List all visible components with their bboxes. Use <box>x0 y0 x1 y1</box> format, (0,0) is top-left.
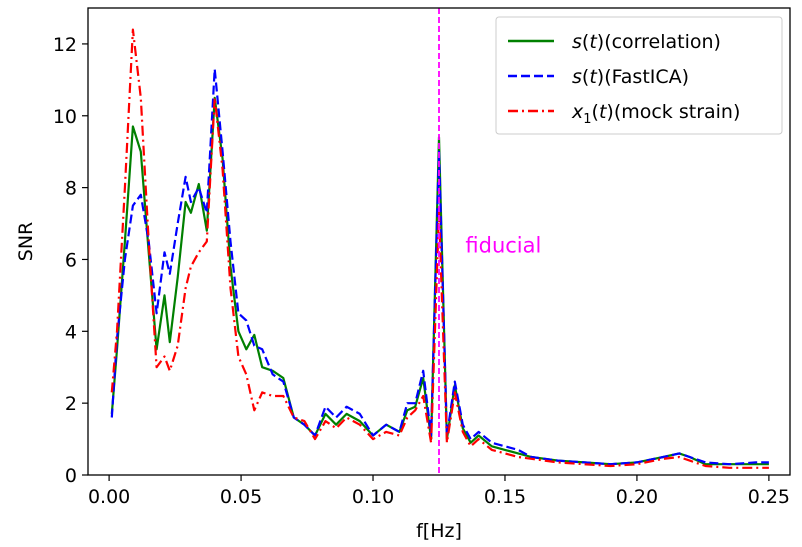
x-tick-label: 0.15 <box>484 486 526 508</box>
x-tick-label: 0.25 <box>748 486 790 508</box>
x-tick-label: 0.20 <box>616 486 658 508</box>
x-tick-label: 0.10 <box>352 486 394 508</box>
y-tick-label: 8 <box>65 178 77 200</box>
series-line-1 <box>110 68 769 466</box>
legend-label-2: x1(t)(mock strain) <box>571 101 740 127</box>
y-tick-label: 10 <box>53 106 77 128</box>
y-tick-label: 6 <box>65 249 77 271</box>
x-tick-label: 0.05 <box>220 486 262 508</box>
x-tick-label: 0.00 <box>88 486 130 508</box>
legend-label-1: s(t)(FastICA) <box>572 66 689 88</box>
y-tick-label: 2 <box>65 393 77 415</box>
x-axis-label: f[Hz] <box>416 520 462 542</box>
series-line-2 <box>110 28 769 469</box>
ticks-layer: 0.00 0.05 0.10 0.15 0.20 0.25 0 2 4 6 8 10 12 <box>53 34 790 508</box>
legend-label-0: s(t)(correlation) <box>572 31 721 53</box>
y-axis-label: SNR <box>15 222 37 261</box>
y-tick-label: 4 <box>65 321 77 343</box>
y-tick-label: 0 <box>65 465 77 487</box>
series-layer <box>110 28 769 469</box>
y-tick-label: 12 <box>53 34 77 56</box>
legend-box <box>495 16 783 135</box>
legend: s(t)(correlation) s(t)(FastICA) x1(t)(mock… <box>495 16 783 135</box>
plot-frame <box>87 7 791 476</box>
fiducial-annotation: fiducial <box>465 233 541 257</box>
